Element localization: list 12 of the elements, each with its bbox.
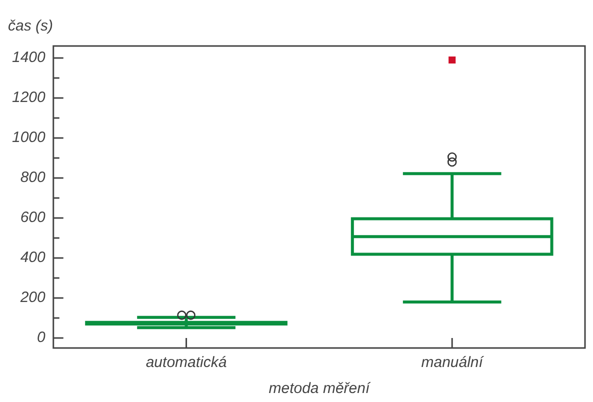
y-tick-label: 600 — [20, 209, 46, 226]
y-tick-label: 1200 — [12, 89, 46, 106]
x-axis-title: metoda měření — [268, 380, 372, 398]
y-tick-label: 400 — [20, 249, 46, 266]
y-tick-label: 200 — [19, 289, 46, 306]
y-tick-label: 1000 — [12, 129, 46, 146]
x-tick-label: automatická — [146, 354, 227, 372]
y-axis-title: čas (s) — [8, 18, 54, 35]
x-tick-label: manuální — [421, 354, 485, 372]
y-tick-label: 1400 — [12, 49, 46, 66]
y-tick-label: 800 — [20, 169, 46, 186]
y-tick-label: 0 — [37, 329, 46, 346]
